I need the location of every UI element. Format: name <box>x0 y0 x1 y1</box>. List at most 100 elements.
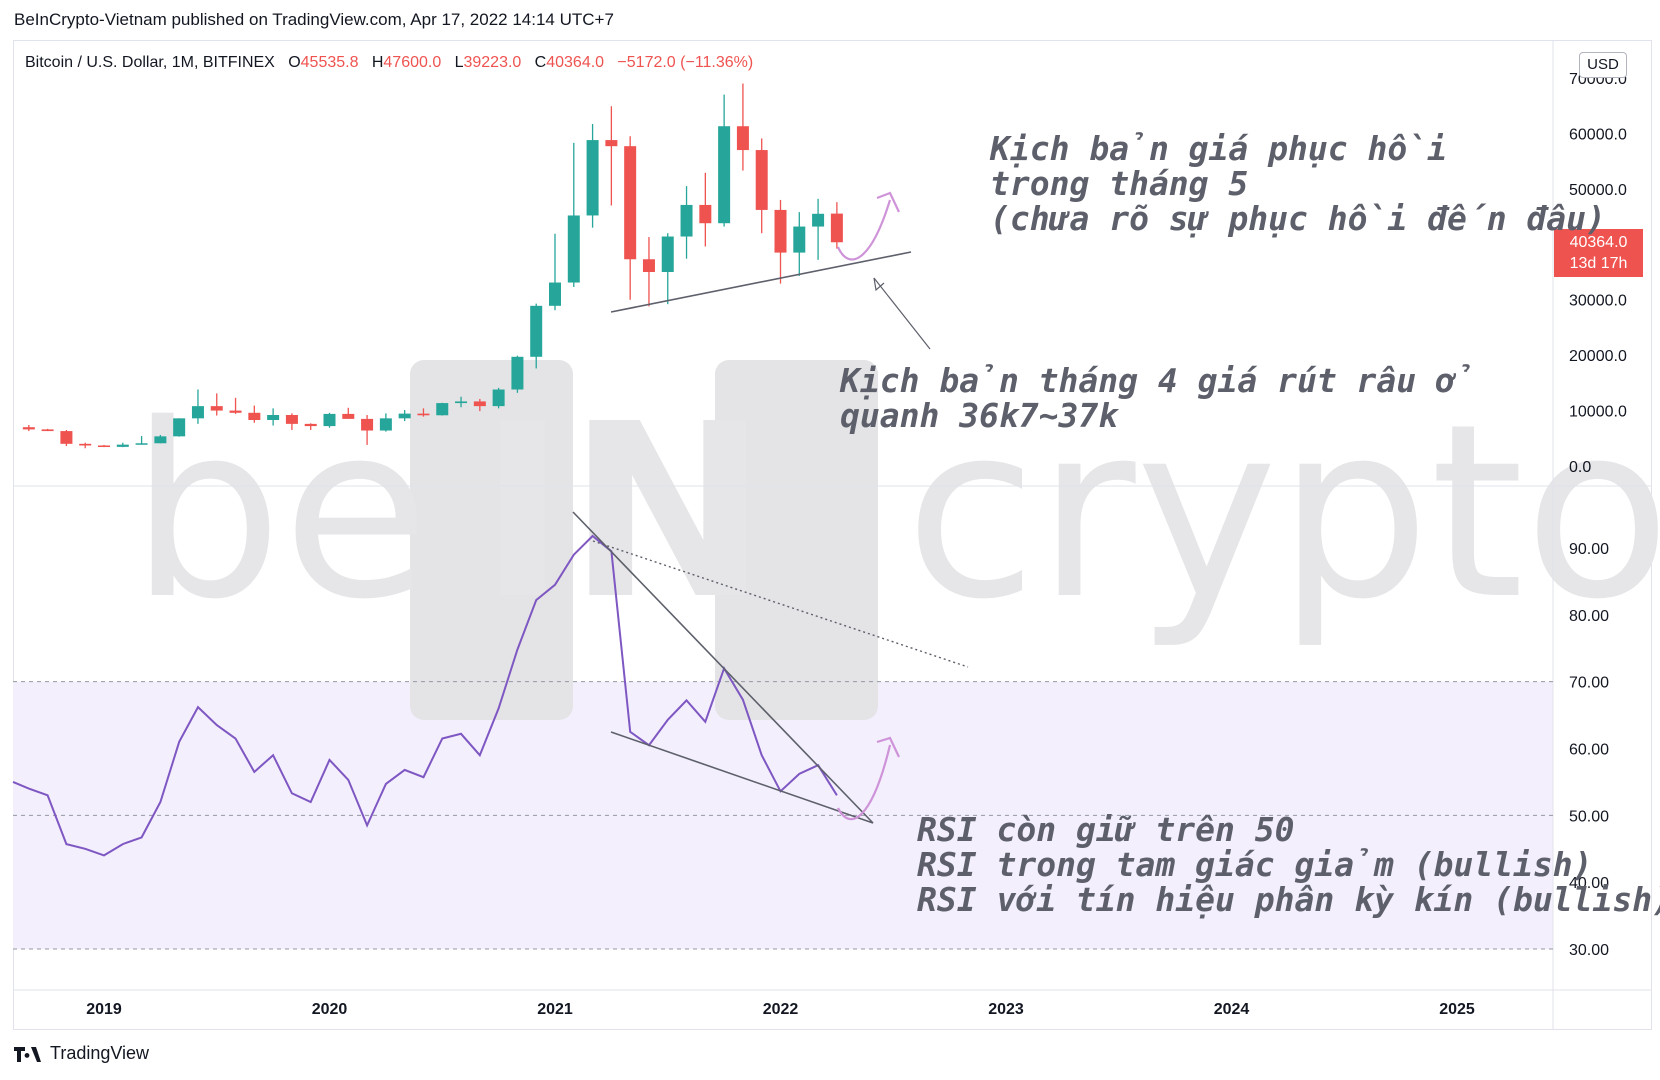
rsi-line-2: RSI trong tam giác giảm (bullish) <box>917 845 1593 884</box>
candle-body <box>830 213 843 243</box>
candle-body <box>191 406 204 419</box>
rsi-tick-label: 60.00 <box>1569 742 1609 759</box>
candle-body <box>248 412 261 420</box>
candle-body <box>530 305 543 357</box>
watermark-text-be: be <box>130 372 430 652</box>
candle <box>549 233 561 311</box>
open-value: 45535.8 <box>300 54 359 71</box>
low-label: L <box>454 54 464 71</box>
trend-drawings <box>572 191 969 824</box>
candle <box>680 186 693 259</box>
chart-frame <box>13 40 1652 1030</box>
price-tick-label: 10000.0 <box>1569 404 1627 421</box>
candle <box>774 199 787 284</box>
candle-body <box>398 413 411 419</box>
candle <box>605 106 618 206</box>
candle <box>191 389 204 424</box>
watermark-text-in: IN <box>478 372 768 652</box>
candle <box>436 402 449 416</box>
rsi-recovery-arrow <box>837 744 892 821</box>
candle-body <box>285 415 298 424</box>
april-pointer-arrow <box>873 277 931 350</box>
candle-body <box>41 429 54 432</box>
publish-header: BeInCrypto-Vietnam published on TradingV… <box>14 10 614 29</box>
candle <box>642 237 655 307</box>
rsi-tick-label: 90.00 <box>1569 541 1609 558</box>
candle <box>248 405 261 423</box>
rsi-upper-trendline <box>572 511 874 824</box>
candle <box>229 397 242 414</box>
currency-badge[interactable]: USD <box>1579 52 1627 78</box>
april-pointer-head <box>873 277 885 292</box>
candle-body <box>680 204 693 237</box>
candle <box>210 393 223 416</box>
candle <box>41 428 54 432</box>
rsi-divergence-line <box>592 540 969 668</box>
candle-body <box>267 415 280 420</box>
candle-body <box>210 406 223 411</box>
candle <box>455 396 468 408</box>
rsi-tick-label: 80.00 <box>1569 608 1609 625</box>
candle-body <box>455 401 468 404</box>
candle <box>511 355 524 393</box>
candle-body <box>135 443 148 445</box>
price-recovery-arrowhead <box>876 191 900 213</box>
candle <box>661 233 674 305</box>
price-recovery-arrow <box>836 199 892 261</box>
candle-body <box>624 146 637 260</box>
rsi-tick-label: 70.00 <box>1569 675 1609 692</box>
time-tick-label: 2025 <box>1439 1001 1475 1018</box>
candle-body <box>549 282 561 306</box>
candle-body <box>323 413 336 427</box>
candle <box>79 442 92 449</box>
candle-body <box>511 356 524 390</box>
april-line-2: quanh 36k7~37k <box>840 396 1119 435</box>
time-tick-label: 2022 <box>763 1001 799 1018</box>
time-tick-label: 2024 <box>1214 1001 1250 1018</box>
close-label: C <box>534 54 547 71</box>
last-price-badge: 40364.0 13d 17h <box>1554 229 1643 277</box>
candle <box>417 408 430 417</box>
candle <box>624 136 637 300</box>
candle-body <box>98 445 110 447</box>
candle <box>755 138 768 234</box>
candle <box>342 407 355 419</box>
candle <box>154 434 167 444</box>
time-tick-label: 2019 <box>86 1001 122 1018</box>
price-tick-label: 50000.0 <box>1569 182 1627 199</box>
beincrypto-watermark: be IN crypto <box>130 360 1660 720</box>
candle <box>379 413 392 432</box>
high-value: 47600.0 <box>383 54 442 71</box>
candle <box>304 423 317 430</box>
candle-body <box>417 413 430 416</box>
candle <box>530 303 543 369</box>
april-line-1: Kịch bản tháng 4 giá rút râu ở <box>840 361 1476 400</box>
price-tick-label: 60000.0 <box>1569 126 1627 143</box>
candle-body <box>379 418 392 431</box>
close-value: 40364.0 <box>546 54 605 71</box>
candle <box>267 408 280 426</box>
candle-body <box>718 126 731 224</box>
rsi-recovery-arrowhead <box>876 736 900 758</box>
price-tick-label: 30000.0 <box>1569 293 1627 310</box>
time-tick-label: 2023 <box>988 1001 1024 1018</box>
tradingview-footer[interactable]: TradingView <box>14 1043 149 1064</box>
watermark-block-right <box>715 360 878 720</box>
symbol-title[interactable]: Bitcoin / U.S. Dollar, 1M, BITFINEX <box>25 54 275 71</box>
candle <box>812 198 825 260</box>
time-tick-label: 2020 <box>312 1001 348 1018</box>
bar-countdown: 13d 17h <box>1569 255 1628 272</box>
rsi-series-line <box>12 534 838 857</box>
candle-body <box>793 226 806 253</box>
recovery-annotation: Kịch bản giá phục hồi trong tháng 5 (chư… <box>990 131 1606 236</box>
candle <box>173 418 186 437</box>
candle-body <box>304 423 317 427</box>
rsi-line <box>12 534 838 857</box>
candle <box>586 124 599 228</box>
rsi-line-1: RSI còn giữ trên 50 <box>917 810 1295 849</box>
candle-body <box>116 444 129 447</box>
price-candles <box>22 83 843 449</box>
price-tick-label: 0.0 <box>1569 459 1591 476</box>
axes: 70000.060000.050000.040000.030000.020000… <box>86 71 1627 1018</box>
